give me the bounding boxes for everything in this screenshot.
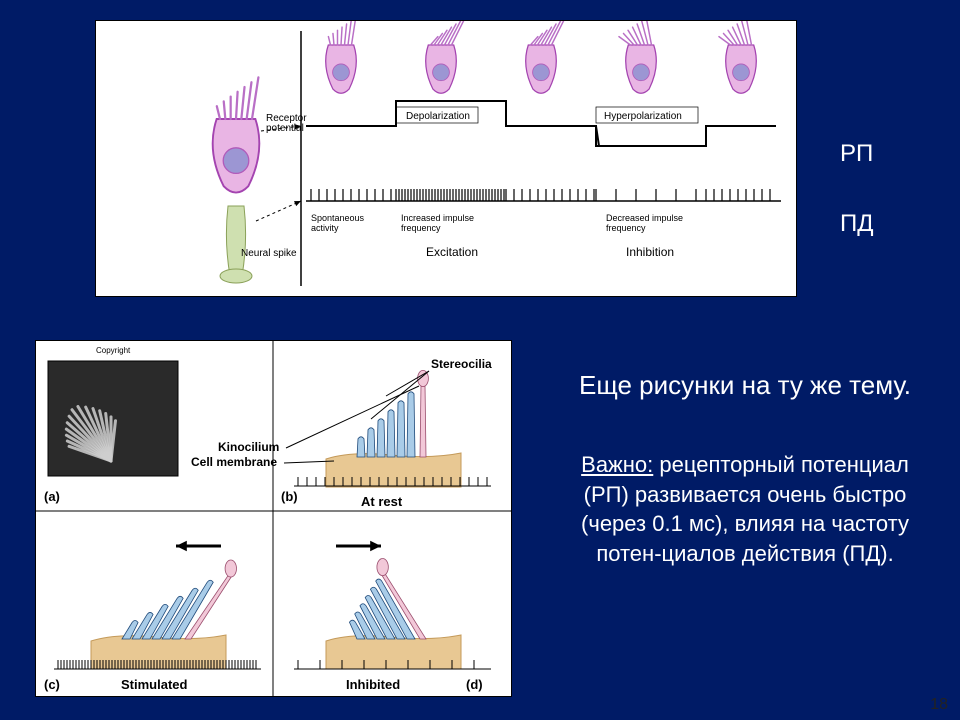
bottom-diagram-panel: Copyright (a) (b) At rest KinociliumCell mem…	[35, 340, 512, 697]
top-diagram-svg: ReceptorpotentialNeural spikeDepolarizat…	[96, 21, 796, 296]
svg-text:potential: potential	[266, 123, 304, 134]
top-diagram-panel: ReceptorpotentialNeural spikeDepolarizat…	[95, 20, 797, 297]
svg-text:Decreased impulse: Decreased impulse	[606, 213, 683, 223]
svg-text:Inhibited: Inhibited	[346, 677, 400, 692]
svg-text:Hyperpolarization: Hyperpolarization	[604, 111, 682, 122]
svg-text:Excitation: Excitation	[426, 245, 478, 259]
label-pd: ПД	[840, 210, 874, 238]
slide-root: ReceptorpotentialNeural spikeDepolarizat…	[0, 0, 960, 720]
bottom-diagram-svg: Copyright (a) (b) At rest KinociliumCell mem…	[36, 341, 511, 696]
page-number: 18	[930, 696, 948, 714]
svg-text:Depolarization: Depolarization	[406, 111, 470, 122]
svg-text:Copyright: Copyright	[96, 346, 131, 355]
svg-text:Neural spike: Neural spike	[241, 248, 297, 259]
svg-text:(d): (d)	[466, 677, 483, 692]
svg-text:frequency: frequency	[401, 223, 441, 233]
svg-text:frequency: frequency	[606, 223, 646, 233]
svg-text:Kinocilium: Kinocilium	[218, 440, 279, 454]
svg-text:activity: activity	[311, 223, 339, 233]
svg-text:Stereocilia: Stereocilia	[431, 357, 492, 371]
svg-text:(a): (a)	[44, 489, 60, 504]
svg-text:Inhibition: Inhibition	[626, 245, 674, 259]
text-important: Важно:	[581, 452, 653, 477]
text-title: Еще рисунки на ту же тему.	[560, 370, 930, 401]
svg-text:Spontaneous: Spontaneous	[311, 213, 365, 223]
text-body: Важно: рецепторный потенциал (РП) развив…	[560, 450, 930, 569]
svg-text:Cell membrane: Cell membrane	[191, 455, 277, 469]
svg-text:At rest: At rest	[361, 494, 403, 509]
svg-text:(c): (c)	[44, 677, 60, 692]
svg-text:Increased impulse: Increased impulse	[401, 213, 474, 223]
label-rp: РП	[840, 140, 873, 168]
svg-text:Stimulated: Stimulated	[121, 677, 188, 692]
svg-text:(b): (b)	[281, 489, 298, 504]
